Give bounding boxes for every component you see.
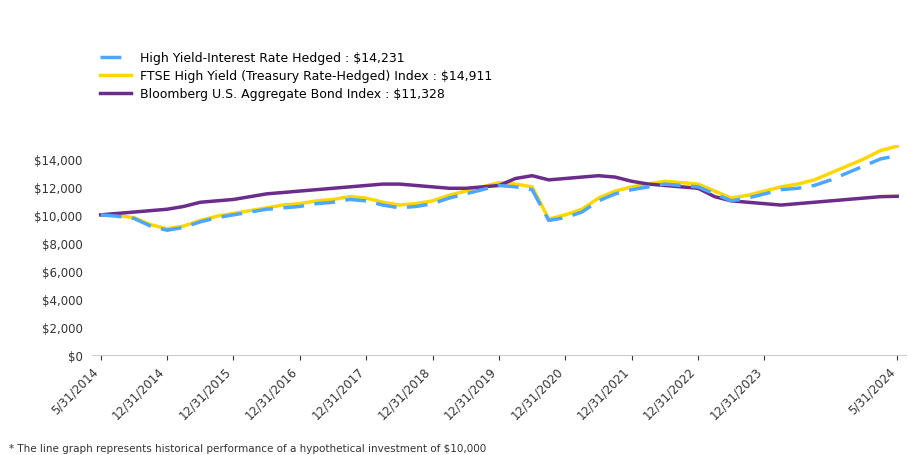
Text: * The line graph represents historical performance of a hypothetical investment : * The line graph represents historical p… bbox=[9, 443, 487, 453]
Legend: High Yield-Interest Rate Hedged : $14,231, FTSE High Yield (Treasury Rate-Hedged: High Yield-Interest Rate Hedged : $14,23… bbox=[94, 47, 497, 106]
